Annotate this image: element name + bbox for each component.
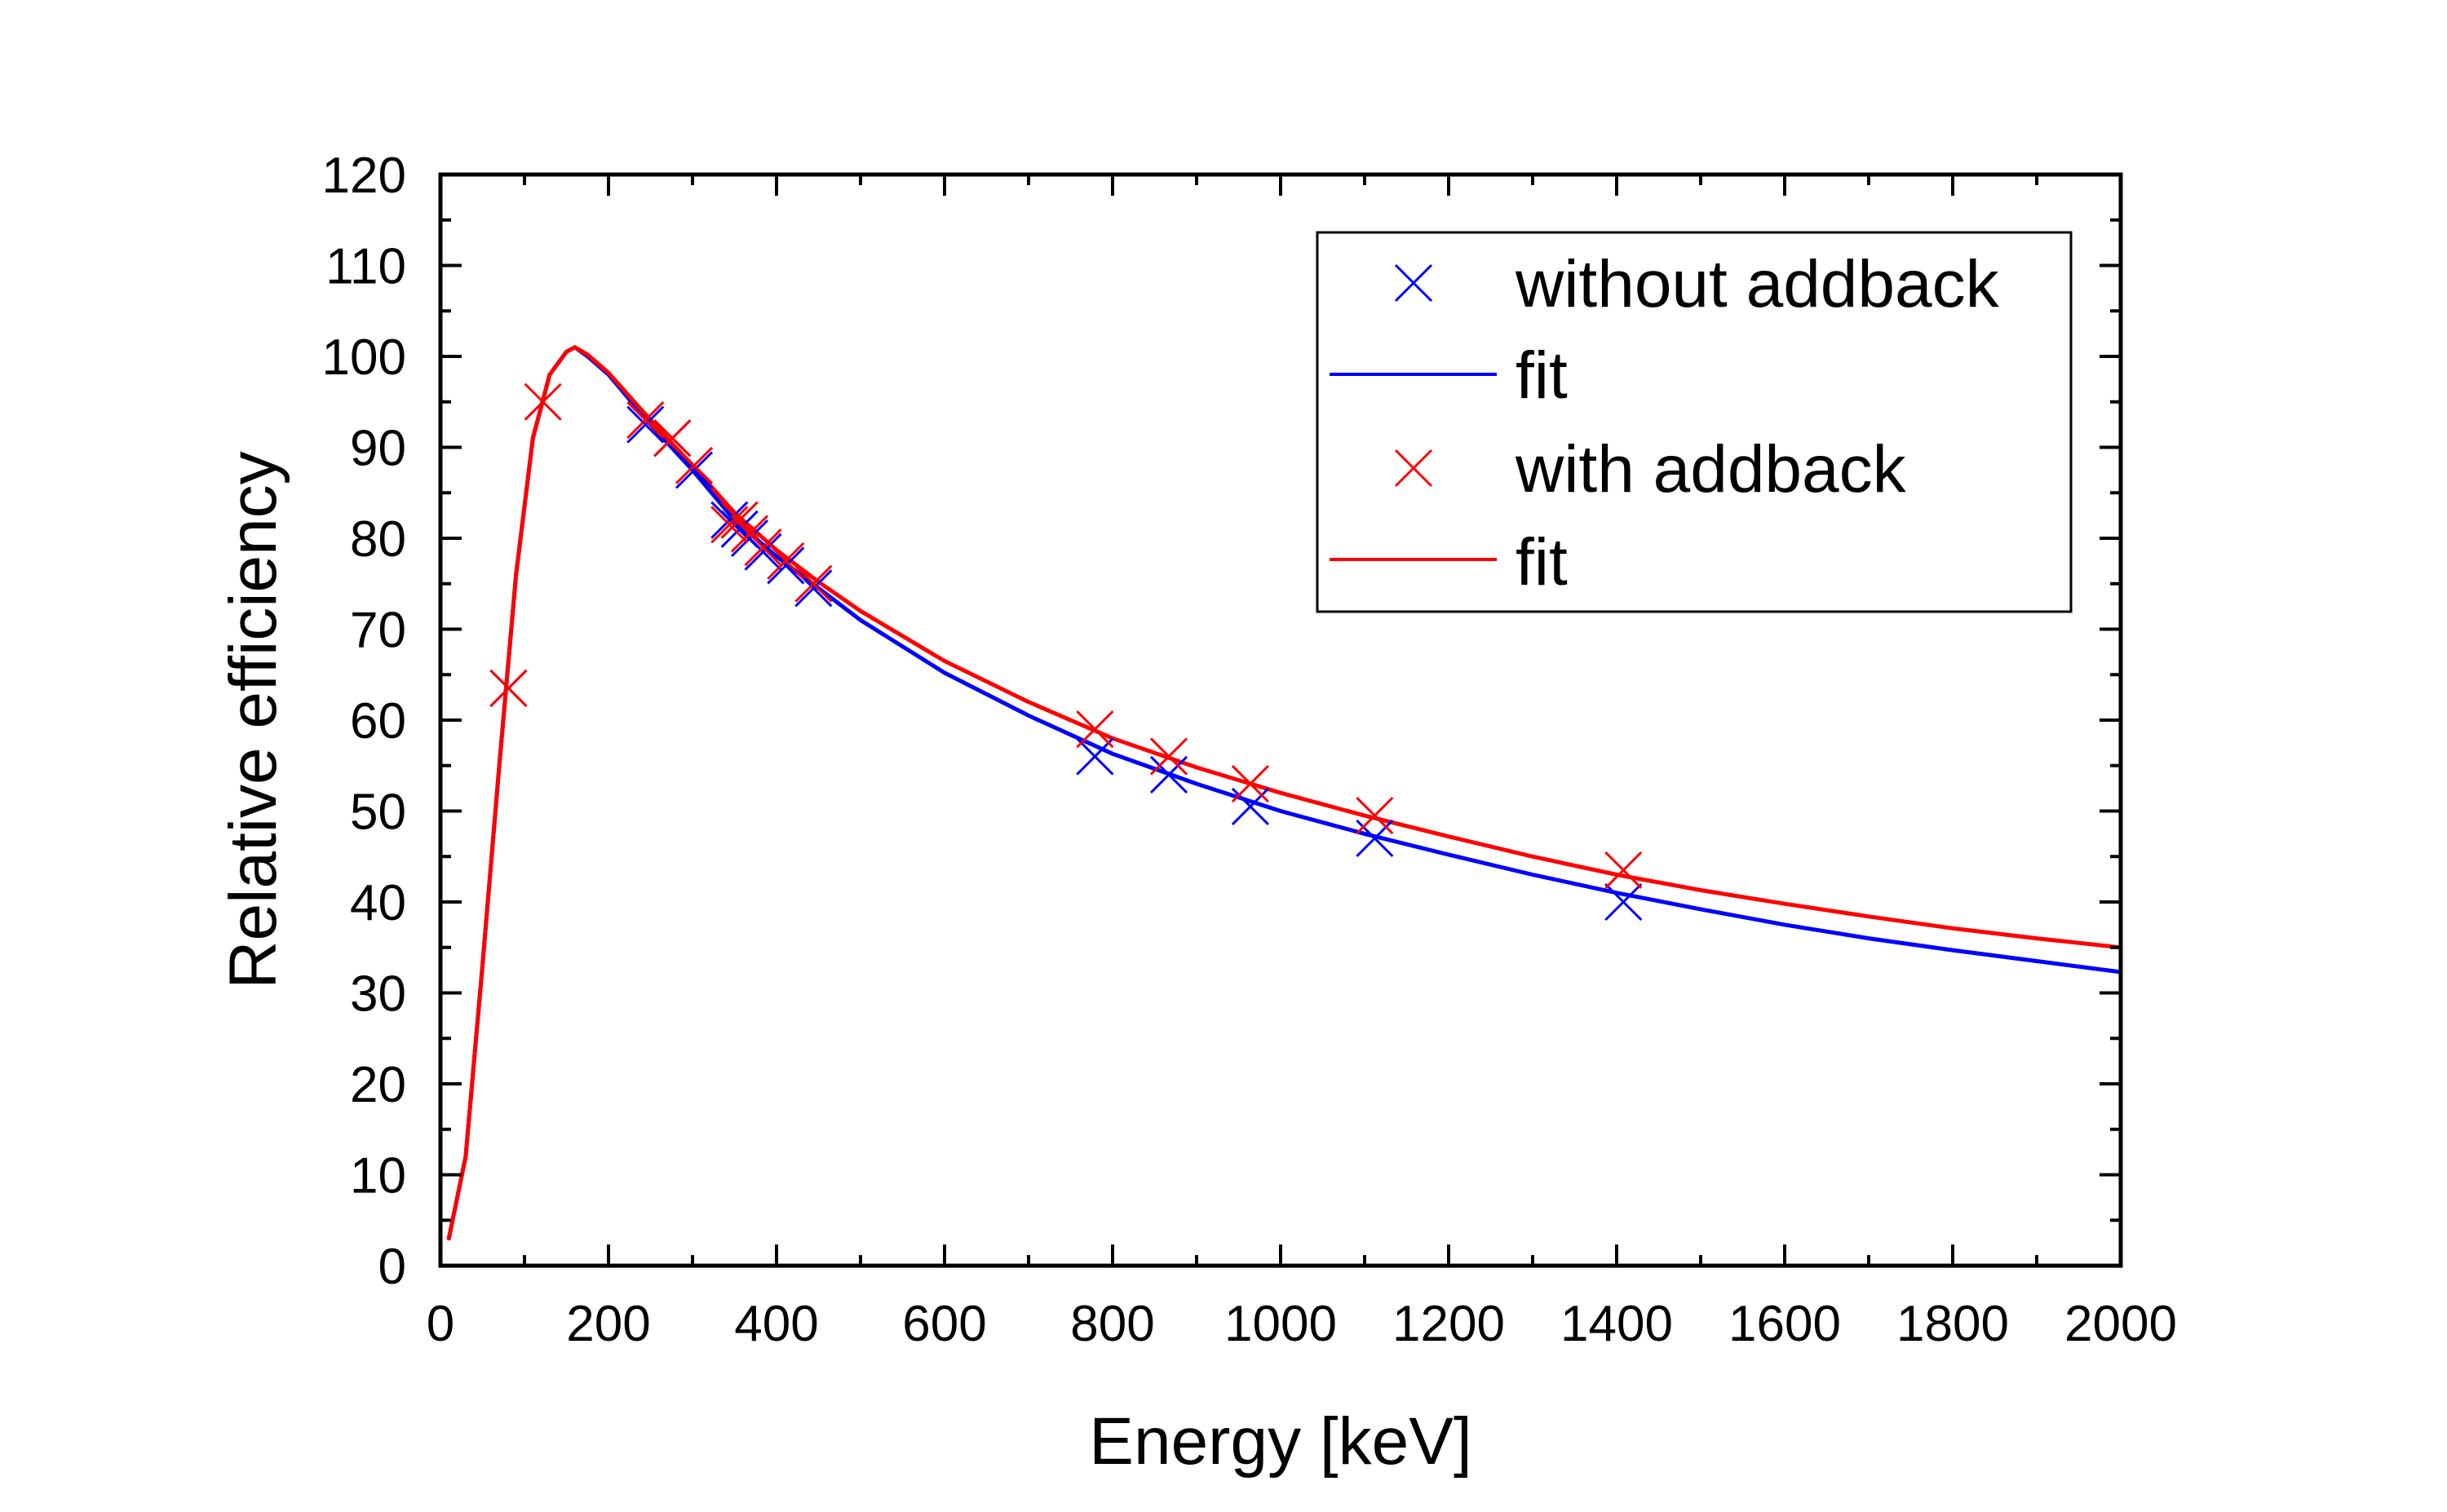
data-point-series-2 (626, 400, 665, 440)
legend: without addback fit with addback fit (1316, 231, 2073, 613)
data-point-series-0 (675, 451, 714, 489)
y-axis-title: Relative efficiency (216, 451, 290, 988)
data-point-series-2 (653, 419, 692, 458)
marker-stroke (675, 451, 714, 489)
y-tick-label: 50 (350, 785, 406, 841)
series-layer (446, 345, 2123, 1240)
data-point-series-0 (767, 546, 805, 585)
legend-marker-without-addback (1394, 263, 1433, 303)
marker-stroke (1231, 764, 1269, 803)
marker-stroke (1149, 755, 1188, 794)
data-point-series-2 (767, 542, 805, 580)
data-point-series-0 (1076, 737, 1114, 776)
data-point-series-2 (794, 564, 833, 603)
marker-stroke (794, 569, 833, 608)
y-tick-label: 30 (350, 966, 406, 1023)
x-tick-label: 2000 (2064, 1296, 2177, 1352)
data-point-series-0 (1149, 755, 1188, 794)
y-tick-label: 10 (350, 1148, 406, 1205)
legend-label-without-addback: without addback (1515, 247, 2000, 321)
legend-marker-with-addback (1394, 449, 1433, 488)
data-point-series-2 (744, 528, 782, 567)
x-tick-label: 1600 (1728, 1296, 1841, 1352)
data-point-series-2 (1604, 851, 1643, 890)
x-tick-label: 1800 (1896, 1296, 2009, 1352)
data-point-series-2 (1076, 710, 1114, 749)
x-tick-label: 1200 (1392, 1296, 1505, 1352)
y-tick-label: 20 (350, 1057, 406, 1113)
y-tick-label: 120 (322, 148, 406, 204)
legend-label-with-addback: with addback (1515, 432, 1907, 506)
data-point-series-2 (1149, 737, 1188, 776)
x-tick-label: 0 (427, 1296, 454, 1352)
axis-ticks (439, 173, 2122, 1267)
x-tick-label: 1000 (1224, 1296, 1337, 1352)
fit-line-3 (446, 345, 2123, 1240)
y-tick-label: 60 (350, 693, 406, 749)
marker-stroke (1604, 882, 1643, 922)
marker-stroke (626, 405, 665, 444)
legend-label-fit-blue: fit (1516, 338, 1568, 413)
data-point-series-0 (1604, 882, 1643, 922)
y-tick-label: 110 (325, 239, 406, 295)
marker-stroke (489, 669, 528, 708)
marker-stroke (744, 533, 782, 571)
y-tick-label: 80 (350, 511, 406, 568)
marker-stroke (1149, 737, 1188, 776)
data-point-series-0 (626, 405, 665, 444)
legend-label-fit-red: fit (1516, 525, 1568, 599)
data-point-series-2 (675, 446, 714, 484)
y-tick-label: 40 (350, 875, 406, 931)
x-tick-label: 200 (566, 1296, 650, 1352)
data-point-series-2 (489, 669, 528, 708)
x-tick-label: 800 (1070, 1296, 1154, 1352)
marker-stroke (1604, 851, 1643, 890)
marker-stroke (710, 506, 749, 544)
y-tick-label: 100 (322, 329, 406, 386)
marker-stroke (626, 400, 665, 440)
marker-stroke (767, 546, 805, 585)
data-point-series-2 (1356, 797, 1394, 835)
legend-box (1316, 231, 2073, 613)
marker-stroke (1076, 710, 1114, 749)
x-tick-label: 600 (902, 1296, 986, 1352)
marker-stroke (767, 542, 805, 580)
y-tick-label: 90 (350, 421, 406, 477)
marker-stroke (744, 528, 782, 567)
y-tick-label: 0 (378, 1239, 406, 1295)
marker-stroke (794, 564, 833, 603)
marker-stroke (524, 382, 562, 421)
data-point-series-2 (710, 506, 749, 544)
x-tick-label: 400 (734, 1296, 818, 1352)
marker-stroke (675, 446, 714, 484)
axis-tick-labels: 0 200 400 600 800 1000 1200 1400 1600 1800 2000 0 10… (322, 148, 2177, 1352)
y-tick-label: 70 (350, 603, 406, 659)
data-point-series-2 (1231, 764, 1269, 803)
marker-stroke (720, 501, 759, 539)
marker-stroke (1356, 797, 1394, 835)
marker-stroke (653, 419, 692, 458)
marker-stroke (1076, 737, 1114, 776)
x-axis-title: Energy [keV] (1089, 1404, 1471, 1479)
x-tick-label: 1400 (1560, 1296, 1673, 1352)
data-point-series-0 (744, 533, 782, 571)
data-point-series-2 (524, 382, 562, 421)
